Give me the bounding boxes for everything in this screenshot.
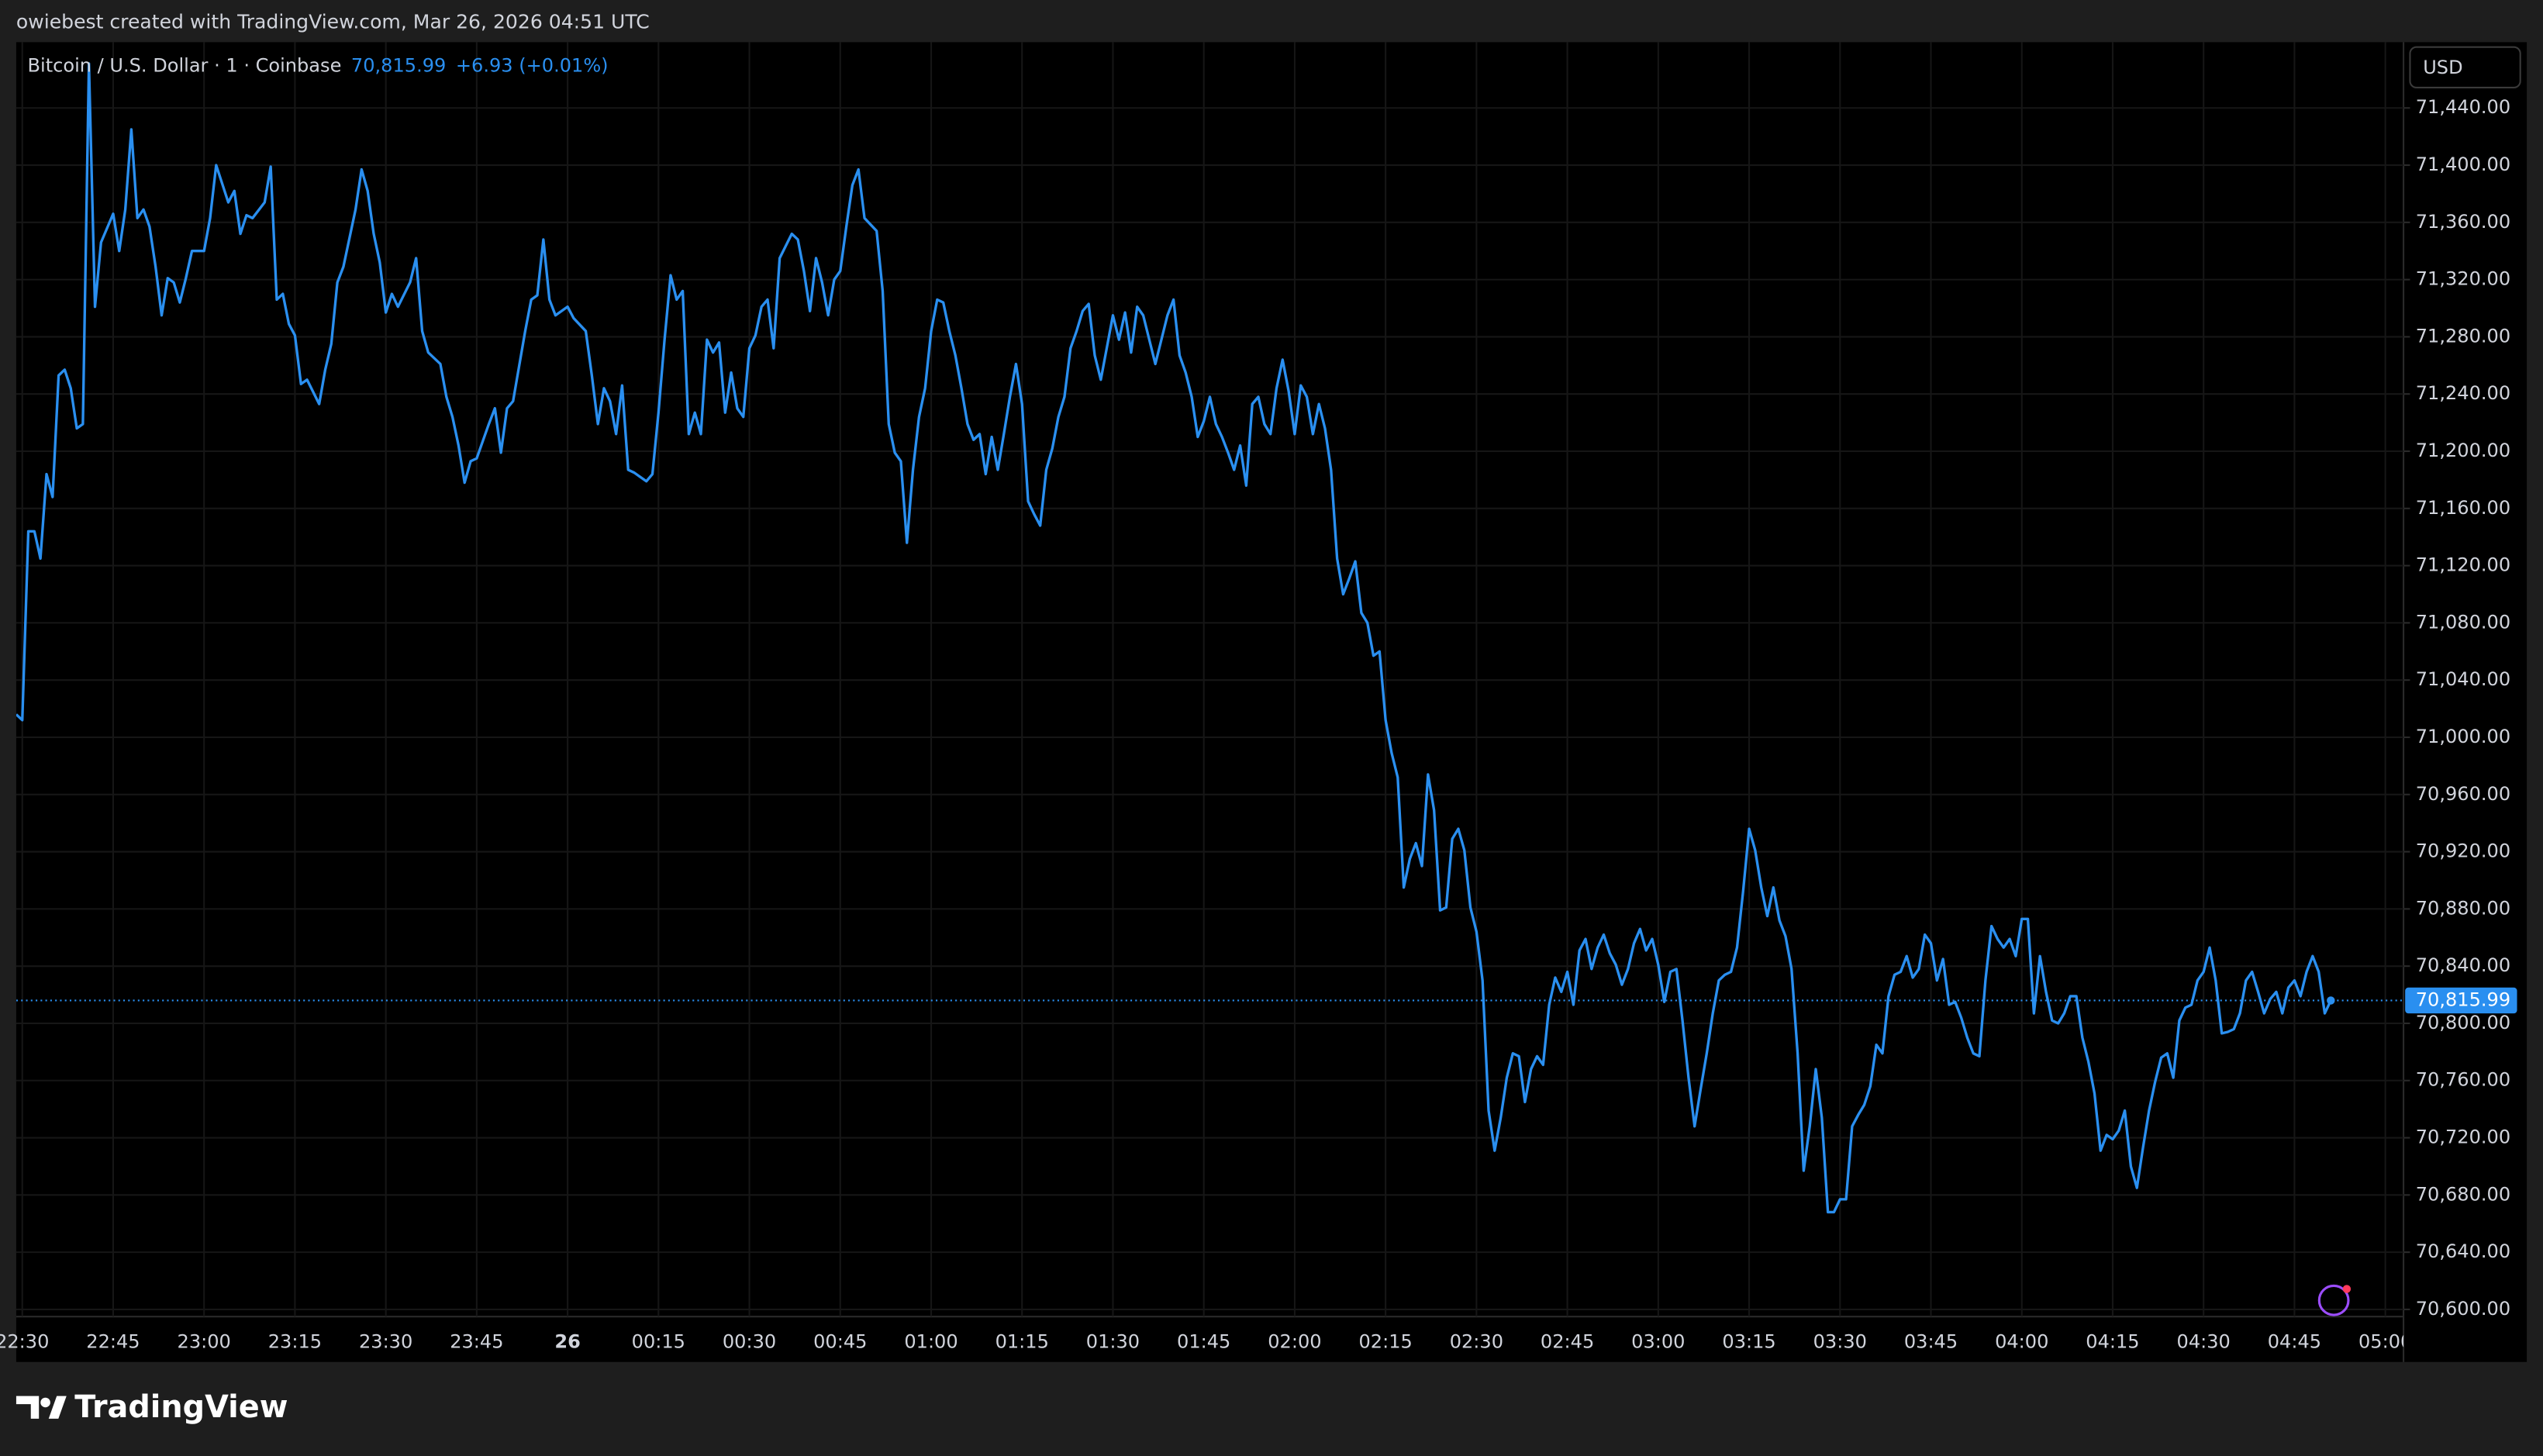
y-tick-label: 70,680.00	[2416, 1183, 2510, 1205]
y-tick-label: 70,920.00	[2416, 840, 2510, 862]
y-tick-label: 70,640.00	[2416, 1240, 2510, 1262]
y-tick-label: 71,280.00	[2416, 325, 2510, 347]
x-tick-label: 03:30	[1813, 1331, 1867, 1353]
x-tick-label: 22:45	[86, 1331, 140, 1353]
x-tick-label: 03:45	[1904, 1331, 1958, 1353]
logo-slash	[48, 1396, 67, 1419]
chart-pane	[16, 42, 2527, 1362]
price-line	[16, 62, 2332, 1214]
x-tick-label: 23:30	[359, 1331, 412, 1353]
assistant-ring[interactable]	[2317, 1284, 2350, 1316]
y-tick-label: 70,840.00	[2416, 954, 2510, 976]
credit-line: owiebest created with TradingView.com, M…	[16, 10, 650, 33]
legend-header: Bitcoin / U.S. Dollar · 1 · Coinbase 70,…	[28, 55, 609, 77]
x-tick-label: 01:00	[904, 1331, 958, 1353]
x-tick-label: 26	[554, 1331, 580, 1353]
x-tick-label: 05:00	[2358, 1331, 2412, 1353]
y-tick-label: 71,160.00	[2416, 497, 2510, 519]
logo-mark	[16, 1396, 40, 1419]
assistant-badge[interactable]	[2342, 1285, 2351, 1293]
brand-name: TradingView	[74, 1389, 288, 1425]
x-tick-label: 00:15	[632, 1331, 685, 1353]
last-point	[2327, 996, 2335, 1005]
currency-label[interactable]: USD	[2423, 57, 2462, 78]
y-tick-label: 71,000.00	[2416, 726, 2510, 747]
x-tick-label: 04:00	[1995, 1331, 2048, 1353]
y-tick-label: 70,880.00	[2416, 897, 2510, 919]
header-price: 70,815.99	[351, 55, 446, 77]
y-tick-label: 70,960.00	[2416, 783, 2510, 805]
last-price-badge	[2405, 987, 2517, 1014]
y-tick-label: 71,440.00	[2416, 96, 2510, 118]
currency-button[interactable]	[2409, 46, 2521, 88]
y-tick-label: 71,200.00	[2416, 440, 2510, 461]
x-tick-label: 01:45	[1177, 1331, 1230, 1353]
x-tick-label: 01:15	[995, 1331, 1049, 1353]
logo-dot	[40, 1397, 50, 1408]
price-axis: 70,600.00 70,640.00 70,680.00 70,720.00 70,7…	[2403, 96, 2517, 1320]
last-price-label: 70,815.99	[2416, 988, 2510, 1010]
y-tick-label: 71,360.00	[2416, 211, 2510, 233]
y-tick-label: 71,040.00	[2416, 668, 2510, 690]
x-tick-label: 04:45	[2268, 1331, 2321, 1353]
x-tick-label: 02:45	[1541, 1331, 1594, 1353]
x-tick-label: 03:00	[1631, 1331, 1685, 1353]
x-tick-label: 02:00	[1268, 1331, 1321, 1353]
symbol-title: Bitcoin / U.S. Dollar · 1 · Coinbase	[28, 55, 342, 77]
x-tick-label: 22:30	[0, 1331, 49, 1353]
x-tick-label: 00:30	[723, 1331, 776, 1353]
y-tick-label: 71,400.00	[2416, 154, 2510, 175]
x-tick-label: 23:00	[178, 1331, 231, 1353]
x-tick-label: 01:30	[1086, 1331, 1140, 1353]
assistant-icon[interactable]	[2317, 1284, 2351, 1316]
x-tick-label: 23:45	[450, 1331, 503, 1353]
plot-area	[16, 62, 2404, 1214]
x-tick-label: 02:15	[1358, 1331, 1412, 1353]
y-tick-label: 71,080.00	[2416, 611, 2510, 633]
y-tick-label: 70,760.00	[2416, 1069, 2510, 1091]
y-tick-label: 70,600.00	[2416, 1298, 2510, 1320]
x-tick-label: 04:15	[2086, 1331, 2139, 1353]
grid	[16, 42, 2404, 1317]
y-tick-label: 71,120.00	[2416, 554, 2510, 576]
y-tick-label: 71,240.00	[2416, 382, 2510, 404]
x-tick-label: 04:30	[2177, 1331, 2231, 1353]
y-tick-label: 70,800.00	[2416, 1012, 2510, 1033]
x-tick-label: 23:15	[268, 1331, 322, 1353]
y-tick-label: 71,320.00	[2416, 268, 2510, 290]
x-tick-label: 02:30	[1450, 1331, 1503, 1353]
header-change: +6.93 (+0.01%)	[456, 55, 609, 77]
x-tick-label: 00:45	[813, 1331, 867, 1353]
time-axis: 22:30 22:45 23:00 23:15 23:30 23:45 26 00:15 00:…	[0, 1331, 2412, 1353]
y-tick-label: 70,720.00	[2416, 1127, 2510, 1148]
x-tick-label: 03:15	[1722, 1331, 1775, 1353]
brand-logo: TradingView	[16, 1389, 288, 1425]
